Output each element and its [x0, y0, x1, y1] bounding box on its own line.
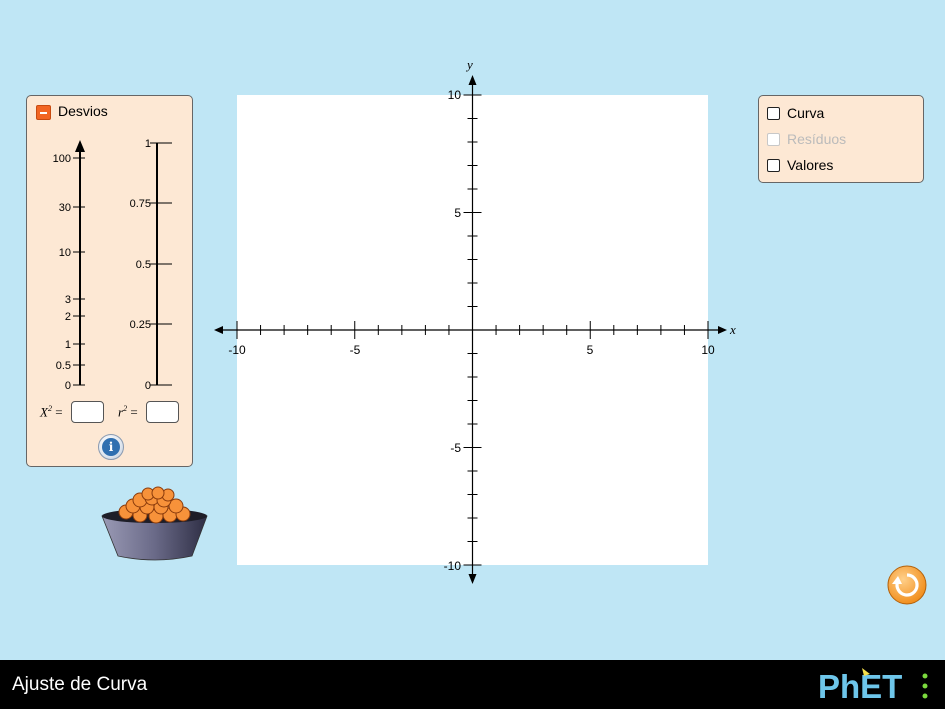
x-axis-arrow-icon [214, 326, 223, 334]
r-tick-label: 0 [145, 380, 151, 392]
chi-square-field [71, 401, 104, 423]
reset-button[interactable] [886, 565, 928, 607]
r-tick-label: 0.25 [130, 319, 151, 331]
info-icon: i [102, 438, 120, 456]
r-tick-label: 1 [145, 138, 151, 150]
chi-tick-label: 30 [59, 202, 71, 214]
curve-checkbox[interactable]: Curva [767, 105, 824, 121]
collapse-icon[interactable] [36, 105, 51, 120]
navigation-bar: Ajuste de Curva [0, 660, 945, 709]
r-scale: 1 0.75 0.5 0.25 0 [130, 138, 172, 392]
options-panel: Curva Resíduos Valores [758, 95, 924, 183]
y-tick-label: -10 [444, 559, 462, 573]
chi-square-label: X2 = [40, 404, 63, 420]
residuals-checkbox: Resíduos [767, 131, 846, 147]
x-tick-label: -10 [228, 343, 246, 357]
checkbox-icon[interactable] [767, 106, 780, 120]
chi-tick-label: 0.5 [56, 360, 71, 372]
chi-tick-label: 3 [65, 294, 71, 306]
values-checkbox[interactable]: Valores [767, 157, 833, 173]
r-square-field [146, 401, 179, 423]
phet-logo[interactable]: PhET [818, 668, 933, 704]
bucket-icon[interactable] [100, 485, 210, 563]
y-tick-label: 5 [454, 206, 461, 220]
deviations-panel: Desvios 100 30 10 3 2 1 0.5 0 1 [26, 95, 193, 467]
phet-logo-text: PhET [818, 668, 902, 704]
r-tick-label: 0.5 [136, 259, 151, 271]
chi-tick-label: 0 [65, 380, 71, 392]
r-tick-label: 0.75 [130, 198, 151, 210]
y-tick-label: 10 [448, 88, 462, 102]
y-axis-arrow-icon [468, 75, 477, 85]
y-axis-label: y [465, 57, 473, 72]
y-tick-label: -5 [450, 441, 461, 455]
checkbox-icon[interactable] [767, 158, 780, 172]
r-square-label: r2 = [118, 404, 138, 420]
chi-arrow-icon [75, 140, 85, 152]
chi-tick-label: 2 [65, 311, 71, 323]
info-button[interactable]: i [98, 434, 124, 460]
x-tick-label: 5 [587, 343, 594, 357]
x-axis-label: x [729, 322, 736, 337]
graph[interactable]: x y -10 -5 5 10 10 5 -5 -10 [0, 0, 945, 660]
x-tick-label: 10 [701, 343, 715, 357]
deviation-gauges: 100 30 10 3 2 1 0.5 0 1 0.75 0.5 0.2 [53, 138, 172, 392]
checkbox-icon [767, 132, 780, 146]
y-axis-arrow-icon [468, 574, 477, 584]
x-tick-label: -5 [350, 343, 361, 357]
chi-scale: 100 30 10 3 2 1 0.5 0 [53, 153, 85, 392]
chi-tick-label: 100 [53, 153, 71, 165]
deviations-title: Desvios [58, 103, 108, 119]
x-axis-arrow-icon [718, 326, 727, 334]
reset-icon [892, 573, 919, 597]
chi-tick-label: 10 [59, 247, 71, 259]
sim-title: Ajuste de Curva [12, 674, 148, 695]
chi-tick-label: 1 [65, 339, 71, 351]
data-points [118, 486, 191, 524]
